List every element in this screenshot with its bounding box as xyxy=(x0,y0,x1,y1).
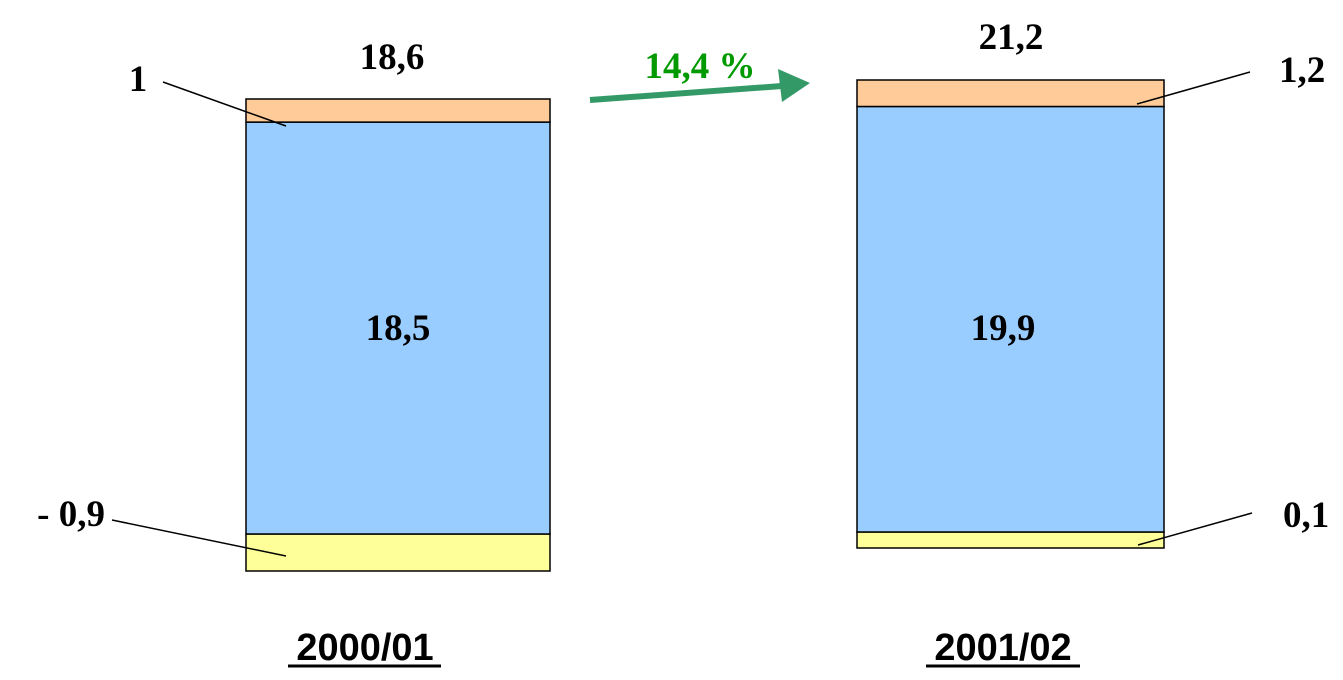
leader-line-2001-02-top xyxy=(1136,71,1251,105)
growth-arrow-line xyxy=(589,83,783,103)
data-label-2001-02-middle: 19,9 xyxy=(971,308,1036,349)
growth-label: 14,4 % xyxy=(645,46,756,87)
bar-segment-2000-01-middle xyxy=(245,121,551,535)
total-label-2001-02: 21,2 xyxy=(979,17,1044,58)
data-label-2001-02-top: 1,2 xyxy=(1279,50,1325,91)
category-label-2001-02: 2001/02 xyxy=(934,627,1071,669)
bar-segment-2000-01-bottom xyxy=(245,533,551,572)
bar-segment-2001-02-bottom xyxy=(856,531,1165,549)
data-label-2000-01-bottom: - 0,9 xyxy=(37,494,105,535)
total-label-2000-01: 18,6 xyxy=(360,37,425,78)
leader-lines-layer xyxy=(111,71,1253,557)
growth-indicator: 14,4 % xyxy=(589,46,810,103)
growth-arrow-head xyxy=(778,69,810,102)
bars-layer xyxy=(245,79,1165,572)
bar-segment-2000-01-top xyxy=(245,98,551,123)
leader-line-2000-01-bottom xyxy=(111,519,287,557)
bar-segment-2001-02-middle xyxy=(856,105,1165,533)
category-labels: 2000/01 2001/02 xyxy=(288,627,1080,669)
category-label-2000-01: 2000/01 xyxy=(296,627,433,669)
bar-segment-2001-02-top xyxy=(856,79,1165,108)
leader-line-2001-02-bottom xyxy=(1137,512,1253,546)
data-label-2001-02-bottom: 0,1 xyxy=(1283,495,1329,536)
data-label-2000-01-top: 1 xyxy=(129,59,148,100)
leader-line-2000-01-top xyxy=(162,81,287,127)
labels-layer: - 0,9 18,5 1 18,6 0,1 19,9 1,2 21,2 xyxy=(37,17,1329,536)
data-label-2000-01-middle: 18,5 xyxy=(366,308,431,349)
